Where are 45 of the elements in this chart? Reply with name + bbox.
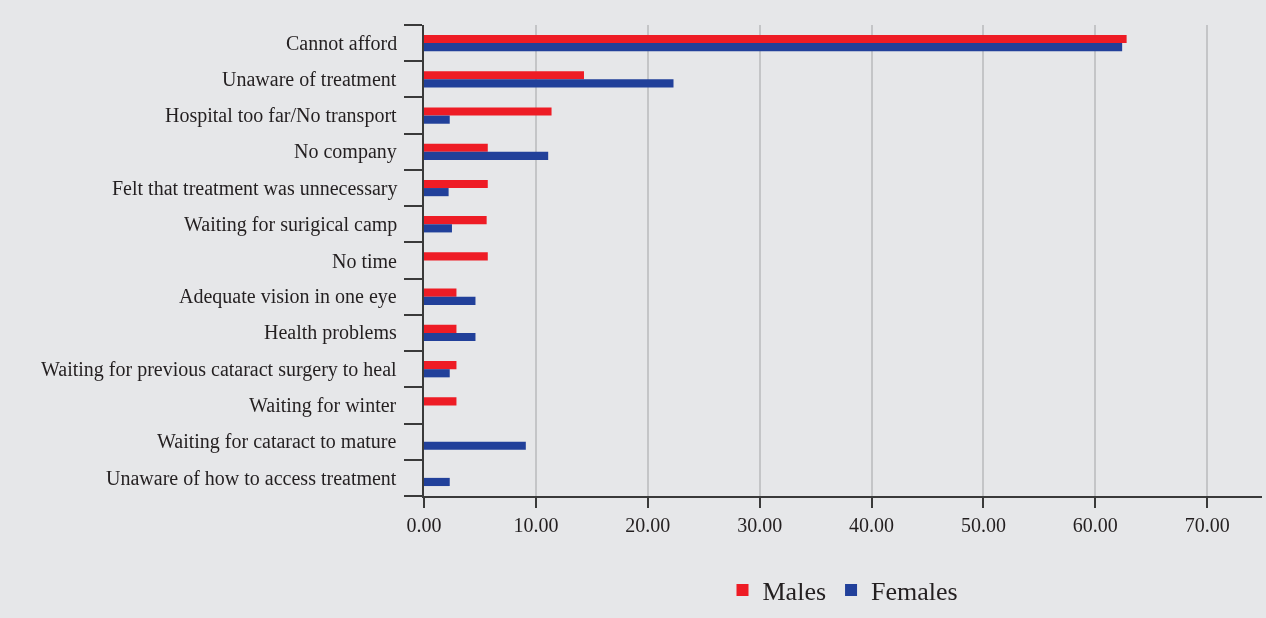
x-tick-label: 40.00 — [849, 514, 895, 536]
y-tick-label: No company — [294, 140, 397, 163]
y-tick-label: Adequate vision in one eye — [179, 285, 397, 308]
bar — [424, 71, 584, 80]
bar — [424, 188, 449, 197]
y-tick-label: Waiting for cataract to mature — [157, 430, 397, 453]
bar — [424, 151, 549, 160]
legend-label: Females — [871, 577, 958, 607]
bar — [424, 361, 457, 370]
y-tick-label: Unaware of how to access treatment — [106, 467, 397, 489]
bar — [424, 324, 457, 333]
legend-label: Males — [762, 577, 827, 607]
y-tick-label: Waiting for surigical camp — [184, 213, 398, 236]
bar — [424, 216, 487, 225]
y-tick-label: Felt that treatment was unnecessary — [112, 177, 398, 200]
y-tick-label: Unaware of treatment — [222, 68, 397, 90]
bar — [424, 43, 1123, 52]
bar — [424, 369, 450, 378]
bar — [424, 115, 450, 124]
y-tick-label: Waiting for previous cataract surgery to heal — [41, 358, 398, 381]
bar — [424, 224, 452, 233]
bar — [424, 34, 1127, 44]
y-tick-label: Waiting for winter — [249, 394, 397, 417]
y-tick-label: Hospital too far/No transport — [165, 104, 398, 127]
x-tick-label: 70.00 — [1184, 514, 1230, 536]
bar — [424, 107, 552, 116]
bar — [424, 79, 674, 88]
bar — [424, 288, 457, 297]
x-tick-label: 0.00 — [406, 514, 442, 536]
bar — [424, 296, 476, 305]
y-tick-label: No time — [332, 250, 398, 272]
y-tick-label: Cannot afford — [286, 32, 398, 54]
bar — [424, 252, 488, 261]
bar — [424, 143, 488, 152]
bar — [424, 179, 488, 189]
bar — [424, 332, 476, 342]
bar — [424, 477, 450, 487]
x-tick-label: 30.00 — [737, 514, 783, 536]
x-tick-label: 60.00 — [1072, 514, 1118, 536]
bar — [424, 441, 526, 450]
x-tick-label: 10.00 — [513, 514, 559, 536]
y-tick-label: Health problems — [264, 321, 397, 344]
x-tick-label: 50.00 — [960, 514, 1006, 536]
x-tick-label: 20.00 — [625, 514, 671, 536]
bar — [424, 397, 457, 406]
